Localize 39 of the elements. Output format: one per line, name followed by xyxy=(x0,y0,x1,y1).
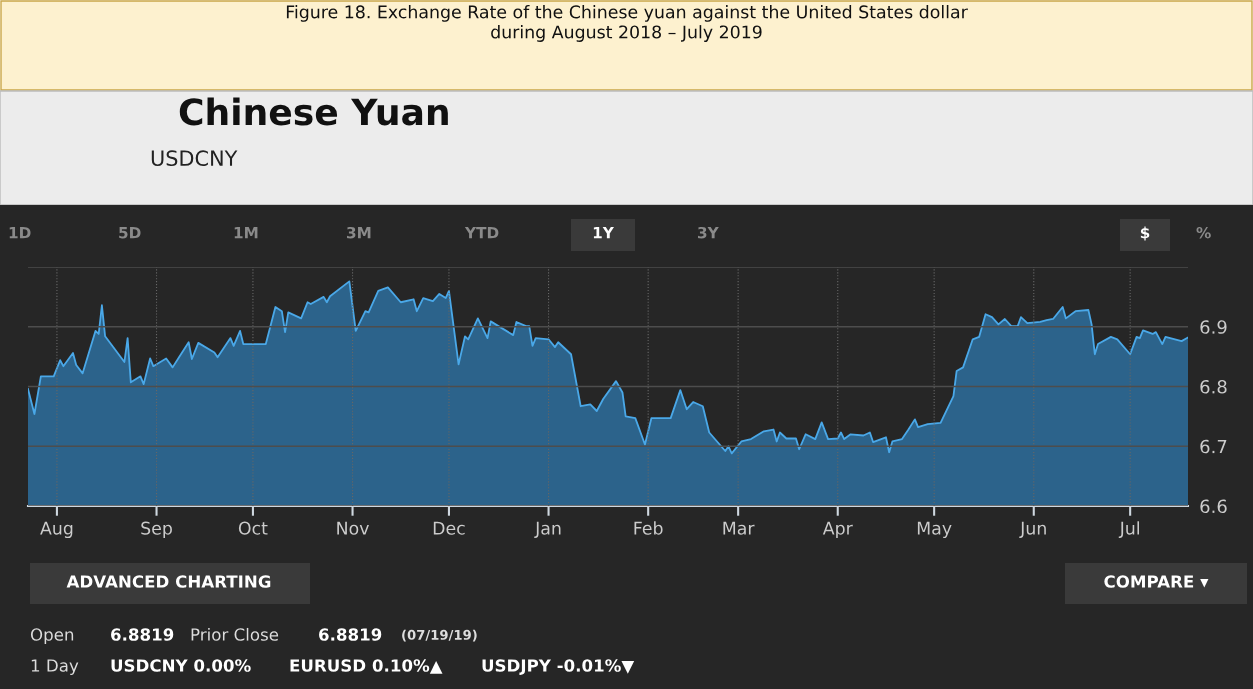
text: 1D xyxy=(9,227,31,239)
text: 5D xyxy=(119,227,141,239)
x-tick-label: May xyxy=(917,521,952,539)
y-tick-label: 6.6 xyxy=(1200,499,1227,514)
text: Open xyxy=(30,628,74,645)
x-tick-label: Dec xyxy=(433,521,465,535)
x-tick-label: Nov xyxy=(337,521,369,535)
chart-title: Figure 18. Exchange Rate of the Chinese yuan against the United States dollar during August 2018 – July 2019 xyxy=(286,5,968,42)
text: 3Y xyxy=(698,226,719,239)
x-tick-label: Sep xyxy=(141,521,172,539)
y-tick-label: 6.8 xyxy=(1200,379,1227,394)
x-tick-label: Apr xyxy=(822,521,853,539)
text: (07/19/19) xyxy=(402,629,477,642)
x-tick-label: Feb xyxy=(634,521,663,535)
y-tick-label: 6.9 xyxy=(1200,320,1227,334)
chart-subtitle: Chinese Yuan xyxy=(179,97,448,126)
text: ADVANCED CHARTING xyxy=(66,575,271,588)
text: Prior Close xyxy=(191,627,279,641)
text: YTD xyxy=(464,227,499,239)
text: % xyxy=(1196,226,1211,239)
x-tick-label: Aug xyxy=(40,521,73,539)
text: USDCNY 0.00% xyxy=(111,659,251,672)
y-tick-label: 6.7 xyxy=(1200,439,1227,454)
text: 1M xyxy=(234,227,258,239)
text: $ xyxy=(1140,226,1150,241)
text: COMPARE ▾ xyxy=(1104,575,1209,588)
text: 1 Day xyxy=(31,659,79,676)
x-tick-label: Jan xyxy=(534,521,561,538)
text: 6.8819 xyxy=(111,628,174,641)
text: 6.8819 xyxy=(319,628,382,641)
text: USDJPY -0.01%▼ xyxy=(482,659,635,675)
text: EURUSD 0.10%▲ xyxy=(290,659,443,674)
x-tick-label: Oct xyxy=(238,521,268,535)
x-tick-label: Jun xyxy=(1019,521,1046,538)
text: 3M xyxy=(347,226,371,239)
x-tick-label: Jul xyxy=(1118,521,1140,538)
x-tick-label: Mar xyxy=(723,521,755,535)
text: 1Y xyxy=(593,227,614,239)
text: USDCNY xyxy=(151,150,238,167)
